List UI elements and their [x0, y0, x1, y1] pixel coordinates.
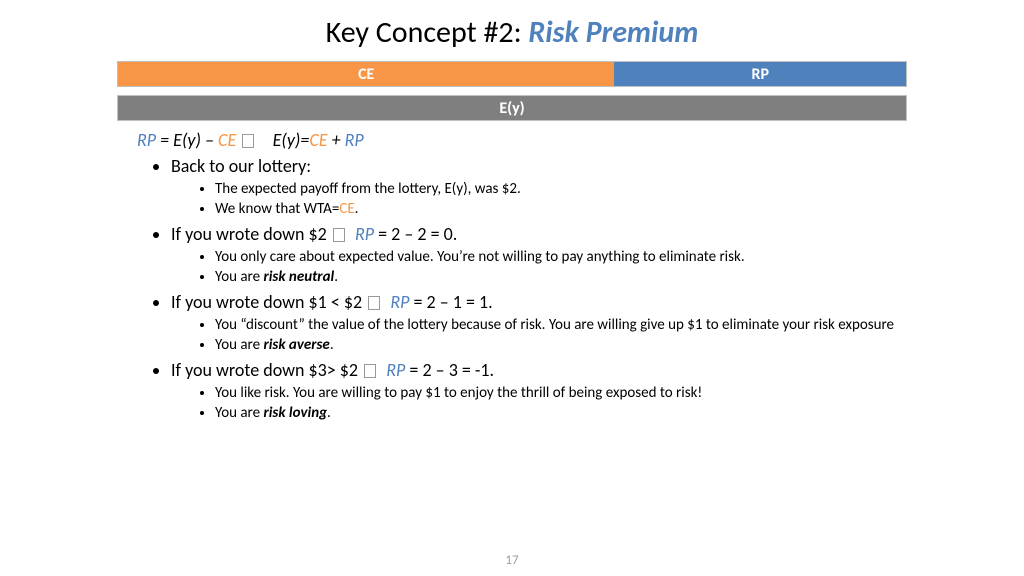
- bullet-2-sub-1: You only care about expected value. You’…: [215, 248, 907, 267]
- eq-ce: CE: [218, 129, 236, 151]
- arrow-icon: [368, 296, 380, 310]
- bullet-2: If you wrote down $2 RP = 2 – 2 = 0. You…: [171, 223, 907, 287]
- bullet-3: If you wrote down $1 < $2 RP = 2 – 1 = 1…: [171, 291, 907, 355]
- bar-row-ey: E(y): [117, 95, 907, 121]
- bullet-4: If you wrote down $3> $2 RP = 2 – 3 = -1…: [171, 359, 907, 423]
- slide: Key Concept #2: Risk Premium CERP E(y) R…: [0, 0, 1024, 576]
- bullet-4-sub-2: You are risk loving.: [215, 404, 907, 423]
- bar-diagram: CERP E(y): [117, 61, 907, 121]
- bullet-list: Back to our lottery: The expected payoff…: [117, 155, 907, 423]
- bullet-1-sub-1: The expected payoff from the lottery, E(…: [215, 180, 907, 199]
- bullet-3-sub-2: You are risk averse.: [215, 336, 907, 355]
- title-emphasis: Risk Premium: [528, 14, 698, 51]
- slide-title: Key Concept #2: Risk Premium: [0, 14, 1024, 51]
- eq-rp: RP: [137, 129, 156, 151]
- bullet-3-sub-1: You “discount” the value of the lottery …: [215, 316, 907, 335]
- bullet-1: Back to our lottery: The expected payoff…: [171, 155, 907, 219]
- equation-line: RP = E(y) – CE E(y)=CE + RP: [137, 129, 907, 151]
- bullet-1-sub-2: We know that WTA=CE.: [215, 200, 907, 219]
- content: RP = E(y) – CE E(y)=CE + RP Back to our …: [117, 129, 907, 423]
- page-number: 17: [0, 553, 1024, 568]
- bullet-4-sub-1: You like risk. You are willing to pay $1…: [215, 384, 907, 403]
- bar-segment: E(y): [118, 96, 906, 120]
- arrow-icon: [333, 228, 345, 242]
- eq-ce-2: CE: [309, 129, 327, 151]
- title-prefix: Key Concept #2:: [326, 14, 529, 51]
- bar-segment: RP: [614, 62, 906, 86]
- arrow-icon: [364, 364, 376, 378]
- bar-segment: CE: [118, 62, 614, 86]
- bar-row-ce-rp: CERP: [117, 61, 907, 87]
- arrow-icon: [242, 134, 254, 148]
- bullet-2-sub-2: You are risk neutral.: [215, 268, 907, 287]
- eq-rp-2: RP: [345, 129, 364, 151]
